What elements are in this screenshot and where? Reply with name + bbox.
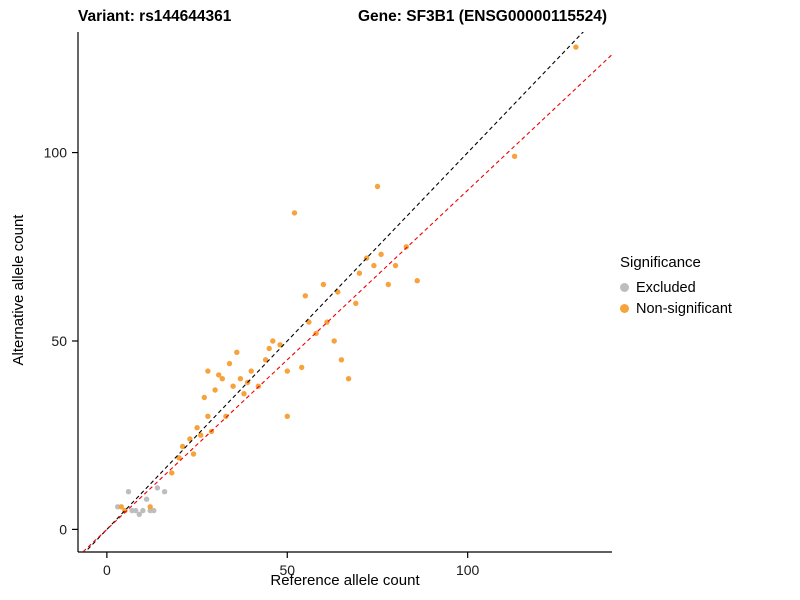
y-tick-label: 100 [44, 145, 68, 161]
data-point-non-significant [226, 360, 233, 367]
data-point-non-significant [212, 387, 218, 393]
data-point-non-significant [371, 262, 377, 269]
data-point-non-significant [302, 293, 308, 299]
data-point-non-significant [169, 470, 175, 476]
data-point-non-significant [403, 244, 409, 250]
data-point-non-significant [262, 357, 269, 363]
y-tick-label: 50 [51, 333, 67, 349]
data-point-non-significant [338, 357, 345, 363]
data-point-excluded [125, 489, 132, 495]
data-point-non-significant [194, 425, 200, 431]
data-point-non-significant [353, 300, 359, 306]
data-point-non-significant [277, 342, 283, 348]
data-point-non-significant [414, 278, 420, 284]
legend: Significance Excluded Non-significant [620, 254, 732, 319]
data-point-non-significant [248, 368, 254, 374]
data-point-non-significant [356, 270, 363, 276]
data-point-non-significant [291, 210, 298, 216]
legend-label: Excluded [636, 279, 696, 296]
x-tick-label: 100 [456, 562, 480, 578]
data-point-non-significant [284, 368, 290, 374]
data-point-non-significant [313, 330, 319, 337]
legend-point-icon [620, 304, 629, 313]
data-point-non-significant [219, 376, 225, 382]
data-point-non-significant [179, 443, 186, 450]
data-point-non-significant [335, 289, 341, 295]
data-point-excluded [143, 496, 150, 502]
data-point-excluded [154, 485, 161, 491]
fit-line [82, 54, 612, 552]
data-point-non-significant [241, 391, 247, 397]
plot-title-gene: Gene: SF3B1 (ENSG00000115524) [358, 8, 607, 25]
legend-item-excluded: Excluded [620, 277, 732, 298]
x-axis-label: Reference allele count [270, 572, 420, 589]
x-tick-label: 50 [279, 562, 295, 578]
data-point-non-significant [205, 413, 211, 419]
data-point-non-significant [573, 44, 579, 50]
data-point-non-significant [284, 413, 290, 419]
legend-label: Non-significant [636, 300, 732, 317]
data-point-non-significant [385, 281, 391, 288]
data-point-excluded [140, 507, 146, 514]
data-point-non-significant [378, 251, 384, 257]
data-point-non-significant [320, 281, 327, 288]
data-point-non-significant [234, 349, 240, 355]
data-point-non-significant [266, 345, 272, 352]
data-point-non-significant [331, 338, 337, 344]
data-point-non-significant [187, 436, 193, 442]
x-tick-label: 0 [103, 562, 111, 578]
data-point-non-significant [216, 372, 222, 378]
data-point-non-significant [306, 319, 312, 325]
data-point-non-significant [374, 183, 381, 190]
data-point-non-significant [198, 432, 204, 438]
data-point-non-significant [147, 504, 153, 510]
data-point-non-significant [270, 338, 276, 344]
data-point-non-significant [176, 455, 182, 461]
data-point-excluded [161, 489, 168, 495]
data-point-non-significant [190, 451, 197, 457]
data-point-non-significant [205, 368, 211, 374]
legend-item-non-significant: Non-significant [620, 298, 732, 319]
data-point-excluded [133, 507, 139, 514]
data-point-non-significant [223, 413, 229, 419]
data-point-non-significant [230, 383, 236, 389]
data-point-non-significant [392, 262, 399, 269]
legend-items: Excluded Non-significant [620, 277, 732, 319]
legend-title: Significance [620, 254, 701, 271]
data-point-non-significant [345, 376, 352, 382]
data-point-non-significant [511, 153, 518, 159]
data-point-non-significant [201, 394, 207, 401]
data-point-non-significant [299, 364, 305, 371]
data-point-excluded [136, 511, 142, 517]
legend-point-icon [620, 283, 629, 292]
y-tick-label: 0 [59, 521, 67, 537]
identity-line [84, 32, 584, 552]
data-point-non-significant [118, 504, 125, 510]
plot-title-variant: Variant: rs144644361 [78, 8, 232, 25]
data-point-non-significant [237, 376, 244, 382]
data-point-excluded [151, 507, 157, 514]
